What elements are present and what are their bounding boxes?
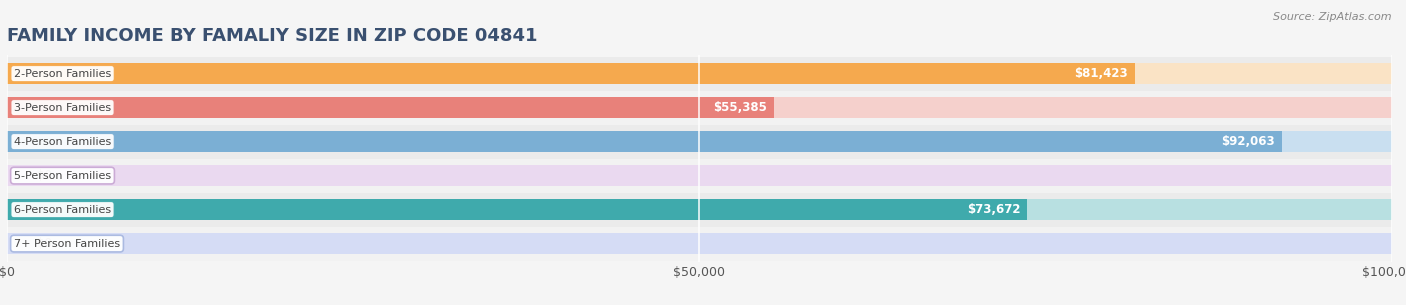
Text: 4-Person Families: 4-Person Families	[14, 137, 111, 147]
Text: $92,063: $92,063	[1222, 135, 1275, 148]
Bar	[7, 199, 1392, 220]
Text: 2-Person Families: 2-Person Families	[14, 69, 111, 79]
Bar	[7, 227, 1392, 260]
Bar	[7, 97, 1392, 118]
Bar	[7, 63, 1135, 84]
Bar	[7, 131, 1392, 152]
Bar	[7, 199, 1028, 220]
Bar	[7, 233, 1392, 254]
Text: 7+ Person Families: 7+ Person Families	[14, 239, 120, 249]
Text: $55,385: $55,385	[713, 101, 768, 114]
Bar	[7, 63, 1392, 84]
Text: $73,672: $73,672	[967, 203, 1021, 216]
Bar	[7, 97, 775, 118]
Text: $81,423: $81,423	[1074, 67, 1128, 80]
Text: Source: ZipAtlas.com: Source: ZipAtlas.com	[1274, 12, 1392, 22]
Bar	[7, 192, 1392, 227]
Bar	[7, 159, 1392, 192]
Bar	[7, 165, 1392, 186]
Bar	[7, 131, 1282, 152]
Text: 5-Person Families: 5-Person Families	[14, 170, 111, 181]
Text: FAMILY INCOME BY FAMALIY SIZE IN ZIP CODE 04841: FAMILY INCOME BY FAMALIY SIZE IN ZIP COD…	[7, 27, 537, 45]
Bar	[7, 91, 1392, 125]
Bar	[7, 57, 1392, 91]
Text: $0: $0	[38, 237, 52, 250]
Bar	[7, 125, 1392, 159]
Text: $0: $0	[38, 169, 52, 182]
Text: 6-Person Families: 6-Person Families	[14, 205, 111, 215]
Text: 3-Person Families: 3-Person Families	[14, 102, 111, 113]
